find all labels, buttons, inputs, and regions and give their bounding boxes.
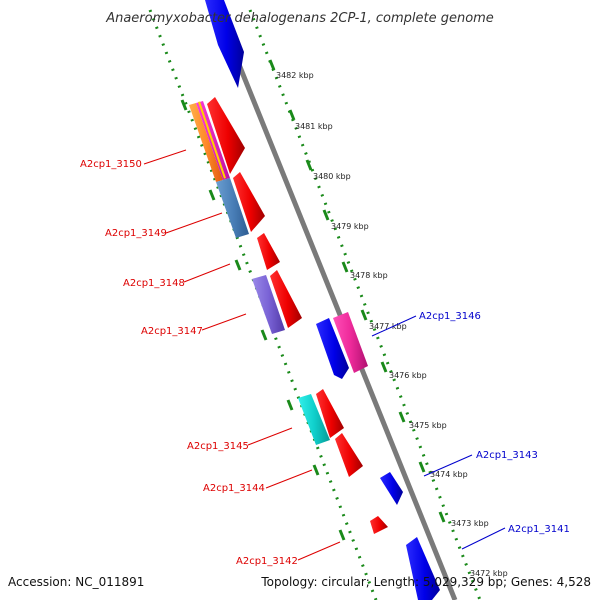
genome-backbone xyxy=(210,0,458,600)
accession-text: Accession: NC_011891 xyxy=(8,575,144,589)
gene-feature[interactable] xyxy=(406,537,440,600)
cds-feature[interactable] xyxy=(257,233,280,270)
gene-label-a2cp1-3150[interactable]: A2cp1_3150 xyxy=(80,159,142,170)
cds-feature[interactable] xyxy=(270,270,302,328)
tick-label: 3474 kbp xyxy=(430,470,468,479)
gene-label-a2cp1-3149[interactable]: A2cp1_3149 xyxy=(105,228,167,239)
tick-label: 3478 kbp xyxy=(350,271,388,280)
gene-feature[interactable] xyxy=(298,394,330,445)
gene-feature[interactable] xyxy=(205,0,244,88)
tick-label: 3481 kbp xyxy=(295,122,333,131)
major-ticks xyxy=(180,59,446,541)
features xyxy=(189,0,440,600)
gene-feature[interactable] xyxy=(198,101,226,179)
tick-label: 3480 kbp xyxy=(313,172,351,181)
tick-label: 3479 kbp xyxy=(331,222,369,231)
gene-label-a2cp1-3142[interactable]: A2cp1_3142 xyxy=(236,556,298,567)
tick-labels: 3482 kbp 3481 kbp 3480 kbp 3479 kbp 3478… xyxy=(276,71,508,578)
cds-feature[interactable] xyxy=(370,516,388,534)
gene-feature[interactable] xyxy=(216,178,249,238)
gene-label-a2cp1-3141[interactable]: A2cp1_3141 xyxy=(508,524,570,535)
gene-label-a2cp1-3144[interactable]: A2cp1_3144 xyxy=(203,483,265,494)
gene-label-a2cp1-3146[interactable]: A2cp1_3146 xyxy=(419,311,481,322)
gene-label-a2cp1-3143[interactable]: A2cp1_3143 xyxy=(476,450,538,461)
gene-feature[interactable] xyxy=(252,275,285,334)
tick-label: 3477 kbp xyxy=(369,322,407,331)
map-title: Anaeromyxobacter dehalogenans 2CP-1, com… xyxy=(105,11,494,26)
gene-feature[interactable] xyxy=(333,312,368,373)
gene-feature[interactable] xyxy=(316,318,349,379)
forward-tick-axis xyxy=(248,9,482,600)
tick-label: 3472 kbp xyxy=(470,569,508,578)
gene-labels: A2cp1_3150 A2cp1_3149 A2cp1_3148 A2cp1_3… xyxy=(80,159,570,567)
gene-feature[interactable] xyxy=(380,472,403,505)
leader-lines xyxy=(143,149,506,561)
gene-feature[interactable] xyxy=(189,103,223,182)
cds-feature[interactable] xyxy=(207,97,245,174)
cds-feature[interactable] xyxy=(316,389,344,438)
tick-label: 3475 kbp xyxy=(409,421,447,430)
tick-label: 3473 kbp xyxy=(451,519,489,528)
tick-label: 3482 kbp xyxy=(276,71,314,80)
gene-label-a2cp1-3147[interactable]: A2cp1_3147 xyxy=(141,326,203,337)
genome-summary-text: Topology: circular; Length: 5,029,329 bp… xyxy=(260,575,591,589)
gene-label-a2cp1-3148[interactable]: A2cp1_3148 xyxy=(123,278,185,289)
cds-feature[interactable] xyxy=(335,433,363,477)
tick-label: 3476 kbp xyxy=(389,371,427,380)
gene-label-a2cp1-3145[interactable]: A2cp1_3145 xyxy=(187,441,249,452)
cds-feature[interactable] xyxy=(233,172,265,232)
